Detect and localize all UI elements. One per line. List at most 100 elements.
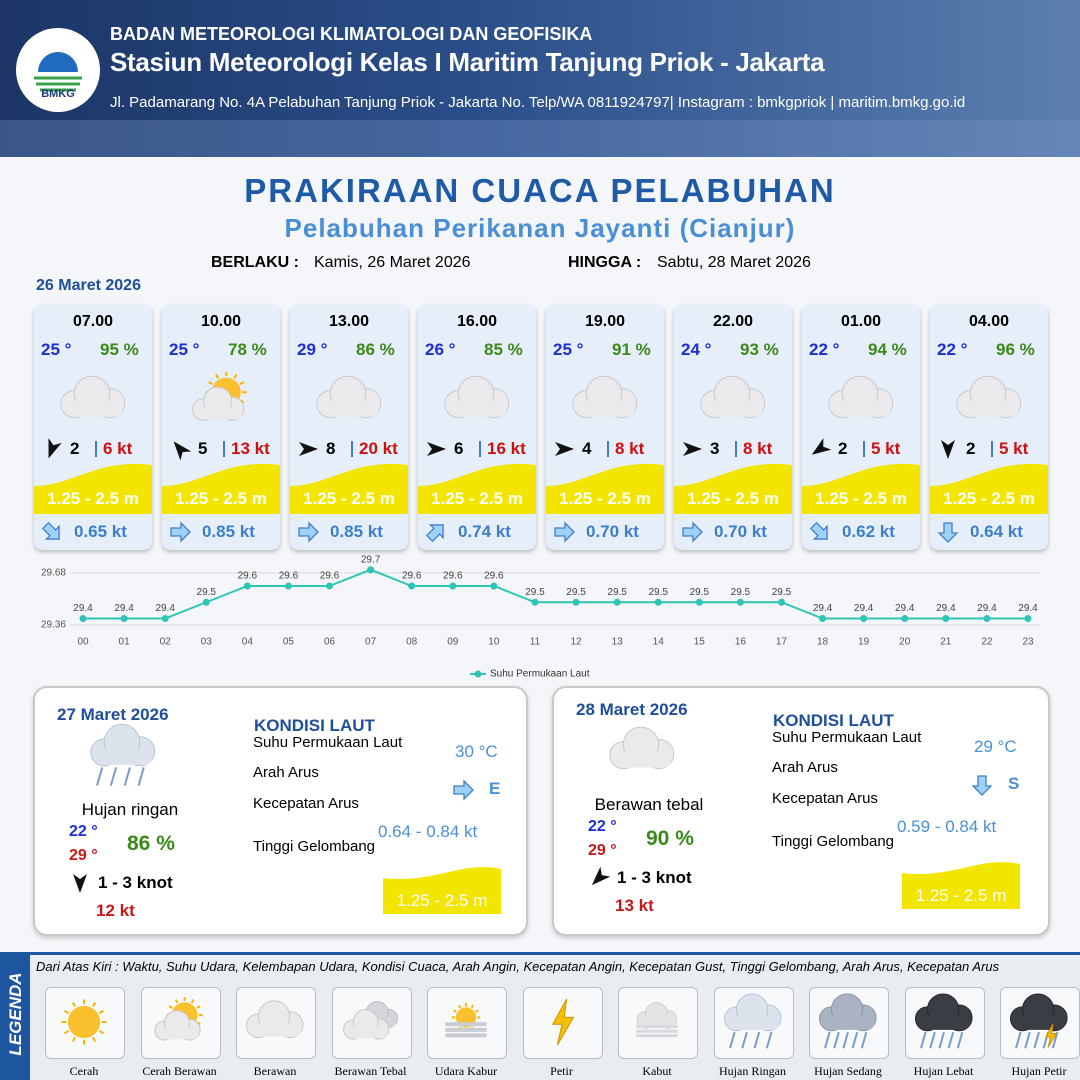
x-tick-label: 11 [530, 637, 541, 648]
sun-ray [167, 1005, 173, 1009]
x-tick-label: 14 [653, 637, 665, 648]
sst: 29 °C [974, 737, 1017, 756]
current-arrow [971, 775, 993, 796]
x-tick-label: 00 [77, 637, 89, 648]
cloud-base [345, 1027, 387, 1039]
gust: 6 kt [103, 439, 133, 458]
current-speed: 0.70 kt [714, 522, 767, 541]
x-tick-label: 22 [981, 637, 993, 648]
wind-speed: 2 [70, 439, 80, 458]
logo-text: BMKG [41, 88, 75, 100]
sun-ray [63, 1009, 70, 1015]
data-label: 29.6 [320, 571, 340, 582]
legend-icon [551, 998, 574, 1046]
current-speed: 0.70 kt [586, 522, 639, 541]
gust: 20 kt [359, 439, 398, 458]
point [408, 582, 416, 590]
x-tick-label: 08 [406, 637, 418, 648]
day-wind: 1 - 3 knot [617, 868, 692, 887]
legend-icon [153, 997, 203, 1041]
day-current-icon [971, 775, 993, 796]
weather-icon [828, 375, 894, 419]
rain [728, 1031, 736, 1049]
sun-ray [98, 1029, 105, 1035]
rain [1024, 1031, 1031, 1049]
wind-icon [811, 438, 832, 455]
sun-ray [233, 374, 238, 379]
sun [67, 1005, 101, 1039]
legend-label: Kabut [642, 1064, 672, 1078]
temp-max: 29 ° [588, 842, 617, 859]
wave [290, 463, 408, 514]
wave [383, 867, 501, 914]
wind-icon [48, 438, 62, 459]
cloud-base [64, 401, 123, 417]
current-arrow [425, 524, 444, 543]
temp-min: 22 ° [69, 823, 98, 840]
weather-icon [956, 375, 1022, 419]
time: 22.00 [712, 313, 754, 330]
sun-ray [470, 1004, 474, 1009]
humidity: 93 % [740, 340, 779, 359]
point [531, 598, 539, 606]
wave-height: 1.25 - 2.5 m [559, 489, 651, 508]
sun-ray [91, 1001, 97, 1008]
header-shade [0, 120, 1080, 157]
sun-ray [98, 1009, 105, 1015]
x-tick-label: 04 [242, 637, 254, 648]
day-gust: 12 kt [96, 901, 135, 920]
legend-description: Dari Atas Kiri : Waktu, Suhu Udara, Kele… [36, 959, 1000, 974]
data-label: 29.5 [525, 587, 545, 598]
point [367, 566, 375, 574]
point [777, 598, 785, 606]
forecast-card: 04.00 22 ° 96 % 2 5 kt 1.25 - 2.5 m 0.64 kt [930, 305, 1048, 550]
point [284, 582, 292, 590]
current-icon [809, 521, 828, 540]
point [243, 582, 251, 590]
sea-label: Kecepatan Arus [772, 790, 878, 807]
x-tick-label: 03 [201, 637, 213, 648]
point [161, 615, 169, 622]
forecast-card: 07.00 25 ° 95 % 2 6 kt 1.25 - 2.5 m 0.65 kt [34, 305, 152, 550]
cloud-base [613, 752, 672, 768]
wind-icon [299, 442, 318, 456]
sea-label: Tinggi Gelombang [253, 838, 376, 855]
legend-icon [636, 1002, 678, 1038]
x-tick-label: 10 [488, 637, 500, 648]
sea-label: Kecepatan Arus [253, 795, 359, 812]
temperature: 25 ° [169, 340, 200, 359]
gust: 5 kt [999, 439, 1029, 458]
data-label: 29.4 [936, 603, 956, 614]
current-speed: 0.85 kt [330, 522, 383, 541]
weather-icon [192, 371, 247, 421]
point [572, 598, 580, 606]
legend-label: Hujan Sedang [814, 1064, 882, 1078]
wave [34, 463, 152, 514]
wave [674, 463, 792, 514]
validity-from: Kamis, 26 Maret 2026 [314, 254, 471, 271]
legend-label: Berawan [253, 1064, 297, 1078]
temp-min: 22 ° [588, 818, 617, 835]
wind-icon [941, 440, 955, 459]
data-label: 29.6 [484, 571, 504, 582]
rain [1015, 1031, 1022, 1049]
rain [956, 1031, 963, 1049]
rain [109, 767, 118, 786]
time: 16.00 [456, 313, 498, 330]
forecast-card: 19.00 25 ° 91 % 4 8 kt 1.25 - 2.5 m 0.70 kt [546, 305, 664, 550]
point [695, 598, 703, 606]
x-tick-label: 21 [940, 637, 952, 648]
day-wave-height: 1.25 - 2.5 m [915, 886, 1007, 905]
lightning [1045, 1024, 1058, 1048]
time: 13.00 [328, 313, 370, 330]
wind-arrow [683, 442, 702, 456]
rain [919, 1031, 927, 1049]
sea-label: Tinggi Gelombang [772, 833, 895, 850]
time: 19.00 [584, 313, 626, 330]
wave [902, 862, 1020, 909]
rain [833, 1031, 840, 1049]
wave [546, 463, 664, 514]
wind-speed: 8 [326, 439, 336, 458]
temperature: 22 ° [937, 340, 968, 359]
wind-arrow [299, 442, 318, 456]
